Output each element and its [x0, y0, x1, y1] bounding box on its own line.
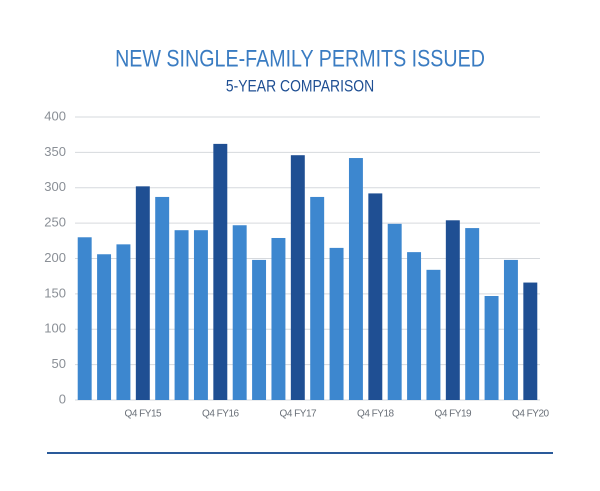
bar: [174, 230, 189, 400]
bar: [348, 158, 363, 400]
y-tick-label: 50: [52, 356, 66, 371]
bar: [426, 269, 441, 400]
bar: [290, 155, 305, 400]
x-tick-label: Q4 FY15: [125, 409, 162, 420]
bar: [135, 186, 150, 400]
bar: [445, 220, 460, 400]
bar: [523, 282, 538, 400]
y-tick-label: 100: [44, 321, 66, 336]
bar: [97, 254, 112, 400]
bar: [193, 230, 208, 400]
bar: [232, 225, 247, 400]
bar: [116, 244, 131, 400]
x-tick-label: Q4 FY18: [357, 409, 394, 420]
bar: [252, 259, 267, 400]
bar: [368, 193, 383, 400]
x-tick-label: Q4 FY19: [435, 409, 472, 420]
chart-subtitle: 5-YEAR COMPARISON: [226, 77, 374, 96]
x-tick-label: Q4 FY16: [202, 409, 239, 420]
chart-title: NEW SINGLE-FAMILY PERMITS ISSUED: [115, 44, 485, 71]
y-tick-label: 300: [44, 179, 66, 194]
bar: [155, 196, 170, 400]
bar: [484, 295, 499, 400]
x-tick-label: Q4 FY17: [280, 409, 317, 420]
x-tick-label: Q4 FY20: [512, 409, 549, 420]
bar: [329, 247, 344, 400]
bar: [310, 196, 325, 400]
bar: [77, 237, 92, 400]
y-tick-label: 350: [44, 144, 66, 159]
y-tick-label: 0: [59, 391, 66, 406]
y-tick-label: 150: [44, 285, 66, 300]
y-tick-label: 250: [44, 215, 66, 230]
bar: [387, 223, 402, 400]
bar: [213, 143, 228, 400]
y-tick-label: 400: [44, 108, 66, 123]
bar: [407, 252, 422, 400]
bar: [503, 259, 518, 400]
bar: [465, 228, 480, 400]
bar: [271, 237, 286, 400]
y-tick-label: 200: [44, 250, 66, 265]
